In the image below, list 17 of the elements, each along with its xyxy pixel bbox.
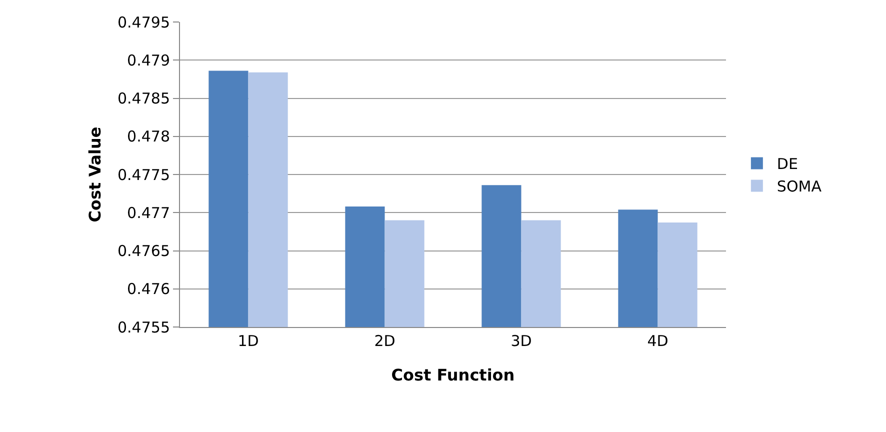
y-tick-label: 0.478 — [127, 128, 170, 146]
y-tick-label: 0.479 — [127, 51, 170, 70]
y-tick-label: 0.477 — [127, 204, 170, 222]
y-tick-label: 0.4755 — [118, 318, 170, 336]
x-tick-label: 1D — [238, 332, 259, 350]
y-tick-label: 0.4775 — [118, 166, 170, 184]
y-tick-label: 0.4795 — [118, 13, 170, 32]
x-tick-label: 4D — [647, 332, 668, 350]
x-tick-label: 2D — [374, 332, 396, 350]
x-tick-label: 3D — [510, 332, 532, 350]
y-tick-label: 0.4785 — [118, 90, 170, 108]
legend-label: DE — [776, 155, 798, 174]
y-tick-label: 0.4765 — [118, 242, 170, 260]
legend-label: SOMA — [776, 178, 822, 196]
x-axis-title: Cost Function — [391, 366, 515, 385]
y-axis-title: Cost Value — [85, 126, 104, 222]
y-tick-label: 0.476 — [127, 280, 170, 298]
